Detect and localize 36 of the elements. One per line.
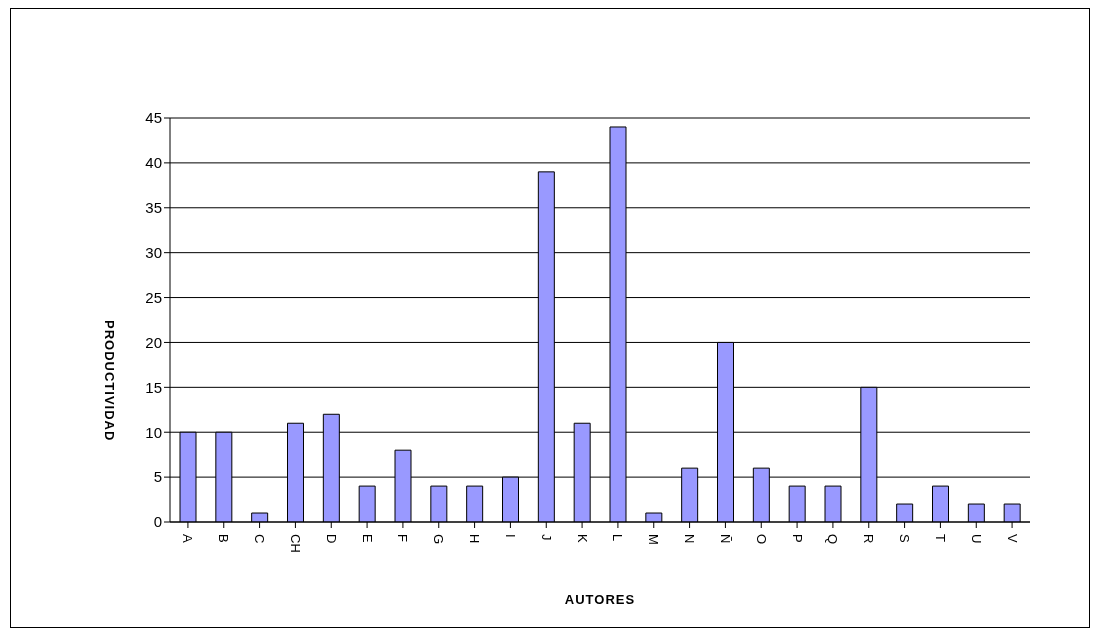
y-tick-label: 0	[153, 513, 162, 531]
x-tick-label: A	[180, 534, 196, 543]
x-tick-label: G	[431, 534, 447, 545]
x-tick-label: R	[861, 534, 877, 544]
y-tick-label: 25	[145, 288, 162, 306]
x-tick-label: V	[1004, 534, 1020, 543]
x-tick-label: S	[897, 534, 913, 543]
x-tick-label: Q	[825, 534, 841, 545]
x-tick-label: I	[502, 534, 518, 538]
x-tick-label: O	[753, 534, 769, 545]
x-tick-label: P	[789, 534, 805, 543]
x-tick-label: F	[395, 534, 411, 542]
y-tick-label: 15	[145, 378, 162, 396]
y-tick-label: 10	[145, 423, 162, 441]
y-axis-title: PRODUCTIVIDAD	[102, 320, 118, 442]
x-tick-label: T	[932, 534, 948, 542]
x-tick-label: H	[467, 534, 483, 544]
x-tick-label: CH	[287, 534, 303, 553]
x-tick-label: D	[323, 534, 339, 544]
x-tick-label: B	[216, 534, 232, 543]
x-tick-label: M	[646, 534, 662, 545]
y-tick-label: 40	[145, 154, 162, 172]
x-tick-label: N	[682, 534, 698, 544]
y-tick-label: 35	[145, 199, 162, 217]
x-axis-title: AUTORES	[564, 592, 636, 607]
x-tick-label: C	[252, 534, 268, 544]
x-tick-label: E	[359, 534, 375, 543]
x-tick-label: L	[610, 534, 626, 542]
x-tick-label: U	[968, 534, 984, 544]
x-tick-label: Ñ	[717, 534, 733, 544]
x-tick-label: J	[538, 534, 554, 541]
y-tick-label: 5	[153, 468, 162, 486]
y-tick-label: 45	[145, 109, 162, 127]
y-tick-label: 30	[145, 243, 162, 261]
x-tick-label: K	[574, 534, 590, 543]
y-tick-label: 20	[145, 333, 162, 351]
